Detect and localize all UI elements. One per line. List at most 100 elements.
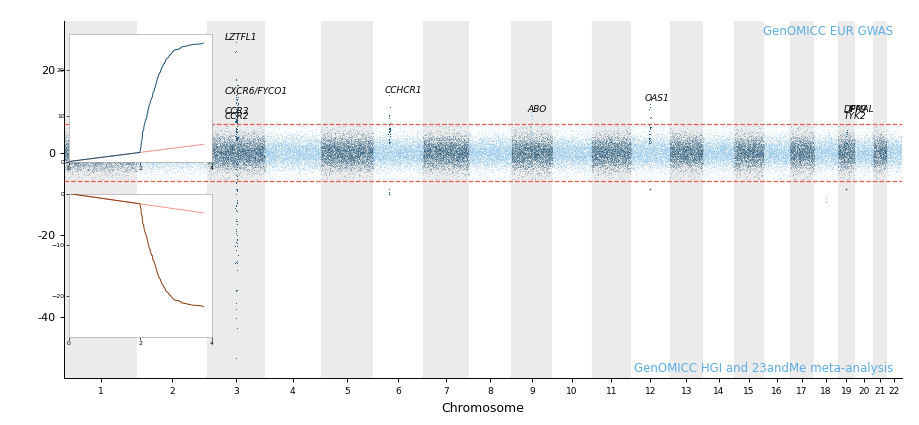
- Point: [474, 137, 489, 144]
- Point: [675, 152, 690, 159]
- Point: [244, 162, 258, 169]
- Point: [352, 154, 367, 161]
- Point: [526, 161, 540, 168]
- Point: [153, 147, 167, 153]
- Point: [62, 139, 76, 146]
- Point: [464, 162, 479, 169]
- Point: [353, 161, 368, 167]
- Point: [317, 140, 332, 147]
- Point: [199, 160, 214, 167]
- Point: [811, 149, 826, 156]
- Point: [679, 150, 694, 157]
- Point: [211, 150, 226, 156]
- Point: [179, 156, 194, 163]
- Point: [397, 126, 412, 133]
- Point: [562, 135, 577, 142]
- Point: [857, 159, 871, 165]
- Point: [797, 158, 811, 164]
- Point: [604, 153, 618, 160]
- Point: [471, 151, 486, 158]
- Point: [63, 158, 78, 164]
- Point: [540, 140, 555, 147]
- Point: [632, 133, 647, 140]
- Point: [110, 153, 125, 160]
- Point: [764, 153, 778, 160]
- Point: [250, 149, 265, 156]
- Point: [718, 145, 732, 152]
- Point: [490, 147, 505, 154]
- Point: [737, 141, 752, 148]
- Point: [614, 147, 629, 154]
- Point: [596, 155, 610, 162]
- Point: [834, 139, 849, 146]
- Point: [335, 150, 350, 156]
- Point: [789, 152, 803, 159]
- Point: [584, 163, 598, 170]
- Point: [275, 139, 289, 145]
- Point: [227, 168, 242, 175]
- Point: [774, 139, 789, 145]
- Point: [773, 130, 788, 137]
- Point: [176, 150, 191, 157]
- Point: [500, 149, 515, 156]
- Point: [535, 158, 550, 164]
- Point: [395, 141, 410, 147]
- Point: [596, 132, 610, 139]
- Point: [492, 167, 506, 174]
- Point: [698, 146, 712, 153]
- Point: [537, 163, 551, 170]
- Point: [436, 151, 450, 158]
- Point: [573, 142, 588, 149]
- Point: [57, 148, 72, 155]
- Point: [848, 159, 863, 166]
- Point: [221, 136, 236, 143]
- Point: [348, 137, 363, 144]
- Point: [344, 152, 358, 159]
- Point: [715, 156, 730, 163]
- Point: [593, 158, 607, 165]
- Point: [570, 140, 584, 147]
- Point: [691, 147, 706, 153]
- Point: [816, 147, 831, 153]
- Point: [887, 150, 902, 156]
- Point: [187, 147, 202, 154]
- Point: [682, 158, 697, 165]
- Point: [511, 160, 526, 167]
- Point: [320, 156, 335, 162]
- Point: [623, 159, 638, 165]
- Point: [323, 149, 337, 156]
- Point: [840, 146, 855, 153]
- Point: [789, 142, 804, 148]
- Point: [740, 156, 754, 163]
- Point: [464, 136, 479, 143]
- Point: [616, 160, 630, 167]
- Point: [104, 142, 119, 149]
- Point: [95, 139, 109, 146]
- Point: [122, 138, 137, 145]
- Point: [720, 136, 735, 142]
- Point: [445, 150, 460, 156]
- Point: [836, 158, 851, 165]
- Point: [219, 141, 233, 147]
- Point: [270, 144, 285, 151]
- Point: [805, 143, 820, 150]
- Point: [738, 147, 753, 153]
- Point: [878, 156, 892, 162]
- Point: [493, 163, 507, 170]
- Point: [403, 156, 418, 162]
- Point: [312, 152, 327, 159]
- Point: [142, 145, 156, 152]
- Point: [727, 148, 742, 155]
- Point: [483, 154, 498, 161]
- Point: [804, 134, 819, 141]
- Point: [850, 138, 865, 145]
- Point: [231, 140, 245, 147]
- Point: [167, 155, 182, 162]
- Point: [234, 159, 249, 166]
- Point: [823, 166, 838, 173]
- Point: [158, 146, 173, 153]
- Point: [601, 151, 616, 158]
- Point: [546, 152, 561, 159]
- Point: [817, 158, 832, 164]
- Point: [355, 149, 369, 156]
